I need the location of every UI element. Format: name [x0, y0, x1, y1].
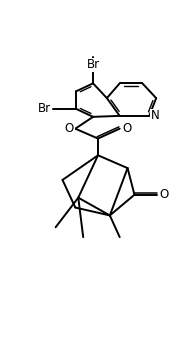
Text: Br: Br: [86, 58, 100, 71]
Text: O: O: [65, 122, 74, 135]
Text: N: N: [151, 109, 160, 122]
Text: O: O: [159, 188, 169, 201]
Text: O: O: [122, 122, 131, 135]
Text: Br: Br: [38, 102, 51, 115]
